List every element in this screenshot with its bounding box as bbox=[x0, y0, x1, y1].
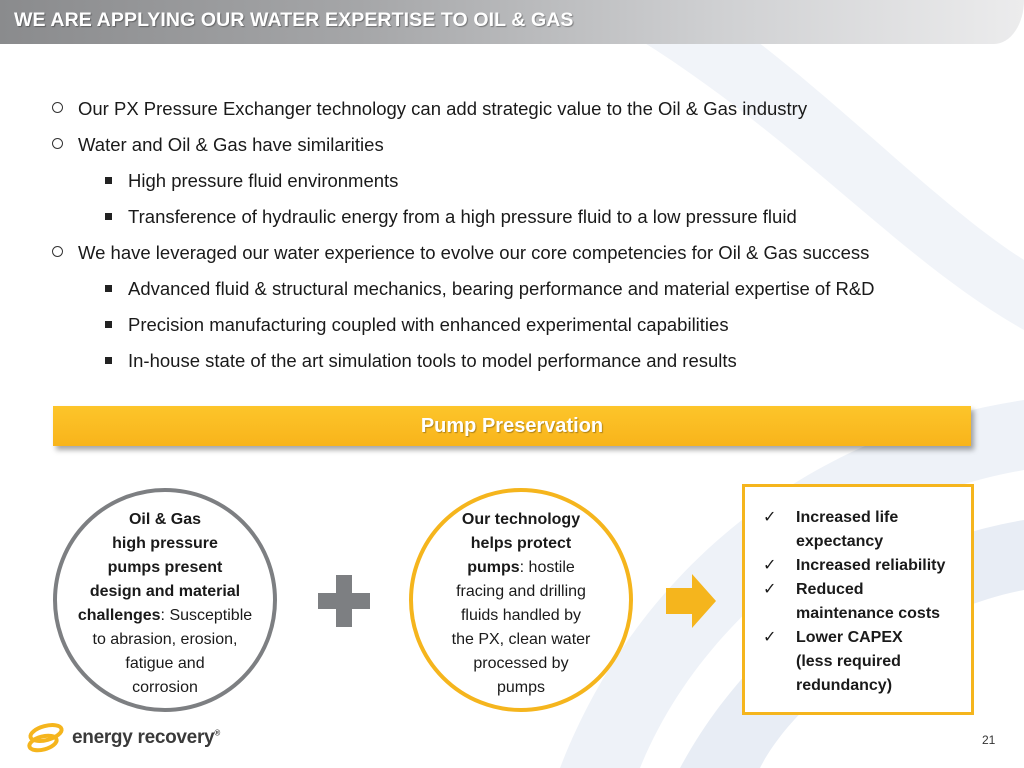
bullet-item: We have leveraged our water experience t… bbox=[50, 240, 875, 276]
bullet-text: In-house state of the art simulation too… bbox=[128, 350, 737, 371]
bullet-text: Precision manufacturing coupled with enh… bbox=[128, 314, 729, 335]
check-icon: ✓ bbox=[763, 581, 777, 598]
bullet-list: Our PX Pressure Exchanger technology can… bbox=[50, 96, 875, 384]
circle-line: Oil & Gas bbox=[128, 511, 202, 528]
square-bullet-icon bbox=[105, 321, 112, 328]
circle-line: fluids handled by bbox=[460, 607, 582, 624]
hollow-circle-bullet-icon bbox=[52, 102, 63, 113]
check-icon: ✓ bbox=[763, 509, 777, 526]
hollow-circle-bullet-icon bbox=[52, 246, 63, 257]
sub-bullet-item: High pressure fluid environments bbox=[50, 168, 875, 204]
circle-line: design and material bbox=[89, 583, 241, 600]
circle-line: fatigue and bbox=[125, 655, 205, 672]
circle-line: pumps present bbox=[107, 559, 223, 576]
sub-bullet-item: Transference of hydraulic energy from a … bbox=[50, 204, 875, 240]
bullet-item: Our PX Pressure Exchanger technology can… bbox=[50, 96, 875, 132]
our-technology-circle: Our technology helps protect pumps: host… bbox=[409, 488, 633, 712]
arrow-right-icon bbox=[666, 574, 716, 628]
square-bullet-icon bbox=[105, 357, 112, 364]
trademark-symbol: ® bbox=[214, 728, 220, 738]
sub-bullet-item: Advanced fluid & structural mechanics, b… bbox=[50, 276, 875, 312]
title-bar: WE ARE APPLYING OUR WATER EXPERTISE TO O… bbox=[0, 0, 1024, 44]
square-bullet-icon bbox=[105, 285, 112, 292]
slide-title: WE ARE APPLYING OUR WATER EXPERTISE TO O… bbox=[14, 9, 574, 31]
sub-bullet-item: In-house state of the art simulation too… bbox=[50, 348, 875, 384]
circle-line: Our technology bbox=[461, 511, 581, 528]
bullet-text: Our PX Pressure Exchanger technology can… bbox=[78, 98, 808, 119]
plus-icon bbox=[318, 575, 370, 627]
page-number: 21 bbox=[982, 733, 996, 747]
bullet-text: Transference of hydraulic energy from a … bbox=[128, 206, 797, 227]
circle-line: helps protect bbox=[470, 535, 572, 552]
bullet-text: We have leveraged our water experience t… bbox=[78, 242, 870, 263]
company-name: energy recovery bbox=[72, 727, 215, 748]
check-icon: ✓ bbox=[763, 557, 777, 574]
oil-gas-challenge-circle: Oil & Gas high pressure pumps present de… bbox=[53, 488, 277, 712]
circle-line: to abrasion, erosion, bbox=[92, 631, 238, 648]
bullet-text: Water and Oil & Gas have similarities bbox=[78, 134, 384, 155]
hollow-circle-bullet-icon bbox=[52, 138, 63, 149]
circle-line: pumps bbox=[496, 679, 546, 696]
banner-label: Pump Preservation bbox=[420, 415, 604, 437]
bullet-text: High pressure fluid environments bbox=[128, 170, 399, 191]
check-icon: ✓ bbox=[763, 629, 777, 646]
circle-line: the PX, clean water bbox=[451, 631, 591, 648]
circle-line: corrosion bbox=[132, 679, 198, 696]
sub-bullet-item: Precision manufacturing coupled with enh… bbox=[50, 312, 875, 348]
circle-line: pumps: hostile bbox=[467, 559, 575, 576]
energy-recovery-logo-icon bbox=[27, 723, 64, 753]
bullet-text: Advanced fluid & structural mechanics, b… bbox=[128, 278, 875, 299]
circle-line: fracing and drilling bbox=[456, 583, 586, 600]
square-bullet-icon bbox=[105, 213, 112, 220]
square-bullet-icon bbox=[105, 177, 112, 184]
bullet-item: Water and Oil & Gas have similarities bbox=[50, 132, 875, 168]
circle-line: processed by bbox=[473, 655, 569, 672]
benefits-box: ✓ Increased life expectancy ✓ Increased … bbox=[742, 484, 974, 715]
circle-line: challenges: Susceptible bbox=[77, 607, 253, 624]
circle-line: high pressure bbox=[112, 535, 218, 552]
pump-preservation-banner: Pump Preservation bbox=[53, 406, 971, 446]
